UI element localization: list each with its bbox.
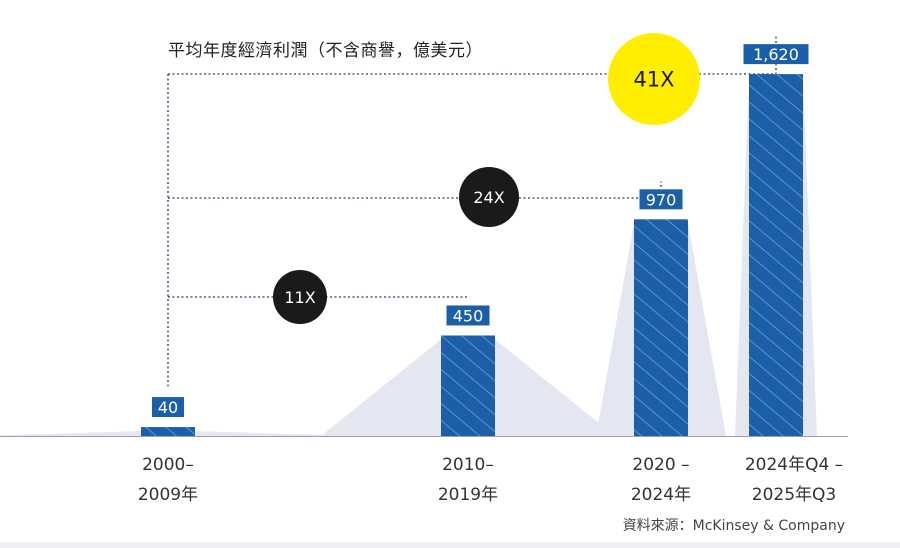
value-label-box bbox=[743, 44, 809, 65]
value-label-box bbox=[639, 189, 683, 210]
value-label: 40 bbox=[158, 398, 178, 417]
connector-line bbox=[168, 36, 777, 75]
category-label: 2019年 bbox=[438, 485, 498, 505]
value-label-box bbox=[152, 397, 184, 418]
connector-line bbox=[168, 181, 662, 199]
multiplier-label: 41X bbox=[633, 68, 674, 92]
value-label: 970 bbox=[646, 190, 677, 209]
value-label: 1,620 bbox=[753, 45, 799, 64]
category-label: 2000– bbox=[142, 455, 194, 475]
multiplier-label: 24X bbox=[473, 188, 504, 207]
category-label: 2024年 bbox=[631, 485, 691, 505]
category-label: 2020 – bbox=[632, 455, 689, 475]
source-note: 資料來源：McKinsey & Company bbox=[622, 518, 845, 534]
bar bbox=[634, 219, 688, 436]
category-label: 2009年 bbox=[138, 485, 198, 505]
multiplier-badge bbox=[273, 270, 327, 324]
bar bbox=[441, 335, 495, 436]
multiplier-badge bbox=[608, 33, 700, 125]
bar bbox=[749, 74, 803, 437]
category-label: 2024年Q4 – bbox=[745, 455, 843, 475]
value-label-box bbox=[446, 305, 490, 326]
chart-title: 平均年度經濟利潤（不含商譽，億美元） bbox=[168, 41, 483, 61]
category-label: 2010– bbox=[442, 455, 494, 475]
multiplier-label: 11X bbox=[284, 288, 315, 307]
category-label: 2025年Q3 bbox=[752, 485, 836, 505]
bar bbox=[141, 427, 195, 436]
footer-strip bbox=[0, 542, 900, 548]
value-label: 450 bbox=[453, 306, 484, 325]
multiplier-badge bbox=[459, 167, 519, 227]
